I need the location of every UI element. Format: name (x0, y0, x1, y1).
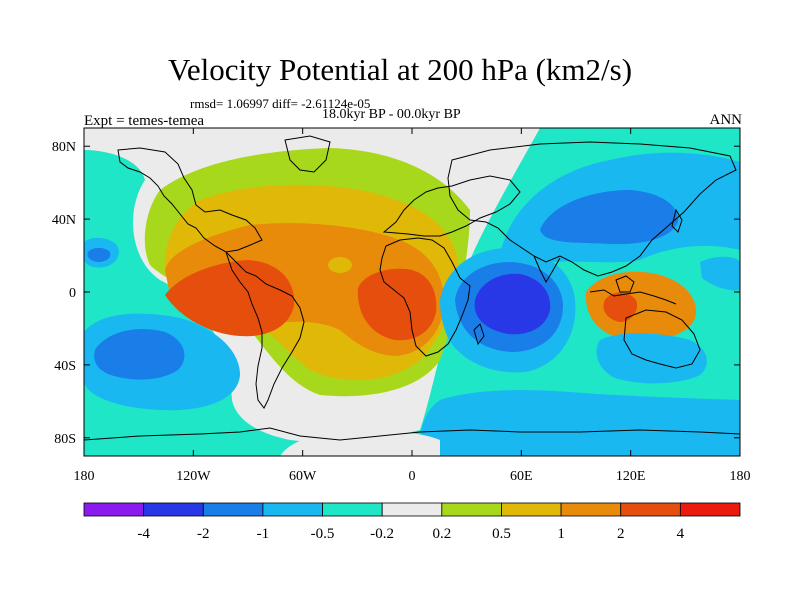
lon-tick-label: 120E (616, 469, 646, 484)
longitude-axis: 180 120W 60W 0 60E 120E 180 (74, 128, 751, 484)
contour-band-southern-ocean (419, 390, 740, 456)
lon-tick-label: 60E (510, 469, 533, 484)
coast-north-america (117, 147, 263, 253)
lat-tick-label: 40N (52, 213, 76, 228)
coast-africa (379, 237, 471, 357)
lon-tick-label: 120W (176, 469, 211, 484)
coast-asia (447, 141, 737, 277)
coastlines (84, 135, 740, 441)
contour-band-australia (596, 333, 707, 384)
latitude-axis: 80N 40N 0 40S 80S (52, 140, 740, 447)
coast-antarctica (84, 427, 740, 441)
colorbar-label: 1 (557, 526, 565, 542)
lon-tick-label: 0 (409, 469, 416, 484)
colorbar: -4 -2 -1 -0.5 -0.2 0.2 0.5 1 2 4 (83, 502, 741, 542)
lat-tick-label: 80N (52, 140, 76, 155)
lon-tick-label: 180 (730, 469, 751, 484)
lat-tick-label: 0 (69, 286, 76, 301)
contour-band-east-asia-minus-one (540, 190, 679, 245)
season-label: ANN (709, 112, 743, 128)
colorbar-swatch (381, 502, 443, 517)
colorbar-swatch (202, 502, 264, 517)
coast-indonesia (589, 289, 677, 305)
coast-greenland (284, 135, 331, 173)
colorbar-swatch (679, 502, 741, 517)
colorbar-label: -1 (257, 526, 270, 542)
colorbar-label: -4 (137, 526, 150, 542)
lat-tick-label: 40S (54, 359, 76, 374)
colorbar-swatch (560, 502, 622, 517)
contour-band-maritime-orange (585, 271, 696, 341)
coast-india (533, 255, 561, 284)
coast-australia (623, 309, 701, 369)
colorbar-label: -2 (197, 526, 210, 542)
contour-band-peak-africa (357, 268, 437, 341)
coast-europe (382, 175, 521, 237)
coast-south-america (225, 251, 305, 409)
contour-band-west-pacific-core (87, 247, 111, 262)
contour-band-peak-maritime (603, 292, 638, 322)
contour-band-peak-west (165, 260, 295, 337)
contour-band-south-pacific-minus-one (94, 328, 185, 380)
lon-tick-label: 60W (289, 469, 317, 484)
colorbar-label: -0.5 (311, 526, 335, 542)
colorbar-label: 4 (677, 526, 685, 542)
map-title: Velocity Potential at 200 hPa (km2/s) (167, 52, 633, 87)
coast-borneo (615, 275, 635, 293)
colorbar-label: 0.5 (492, 526, 511, 542)
contour-band-east-pacific-edge (700, 256, 740, 291)
colorbar-swatch (262, 502, 323, 517)
contour-band-indian-minus-two (474, 273, 551, 335)
colorbar-swatch (501, 502, 562, 517)
experiment-label: Expt = temes-temea (84, 113, 205, 129)
coast-japan (671, 208, 683, 233)
lon-tick-label: 180 (74, 469, 95, 484)
colorbar-swatch (620, 502, 681, 517)
coast-madagascar (473, 323, 485, 346)
colorbar-swatch (441, 502, 502, 517)
colorbar-swatch (143, 502, 204, 517)
colorbar-swatch (83, 502, 145, 517)
period-text: 18.0kyr BP - 00.0kyr BP (322, 107, 461, 122)
lat-tick-label: 80S (54, 432, 76, 447)
colorbar-label: -0.2 (370, 526, 394, 542)
colorbar-swatch (322, 502, 383, 517)
stats-text: rmsd= 1.06997 diff= -2.61124e-05 (190, 96, 371, 111)
contour-band-antarctic-gray (280, 430, 440, 456)
contour-band-center-spot (328, 257, 352, 273)
contour-field (84, 128, 740, 456)
colorbar-label: 0.2 (432, 526, 451, 542)
colorbar-label: 2 (617, 526, 625, 542)
